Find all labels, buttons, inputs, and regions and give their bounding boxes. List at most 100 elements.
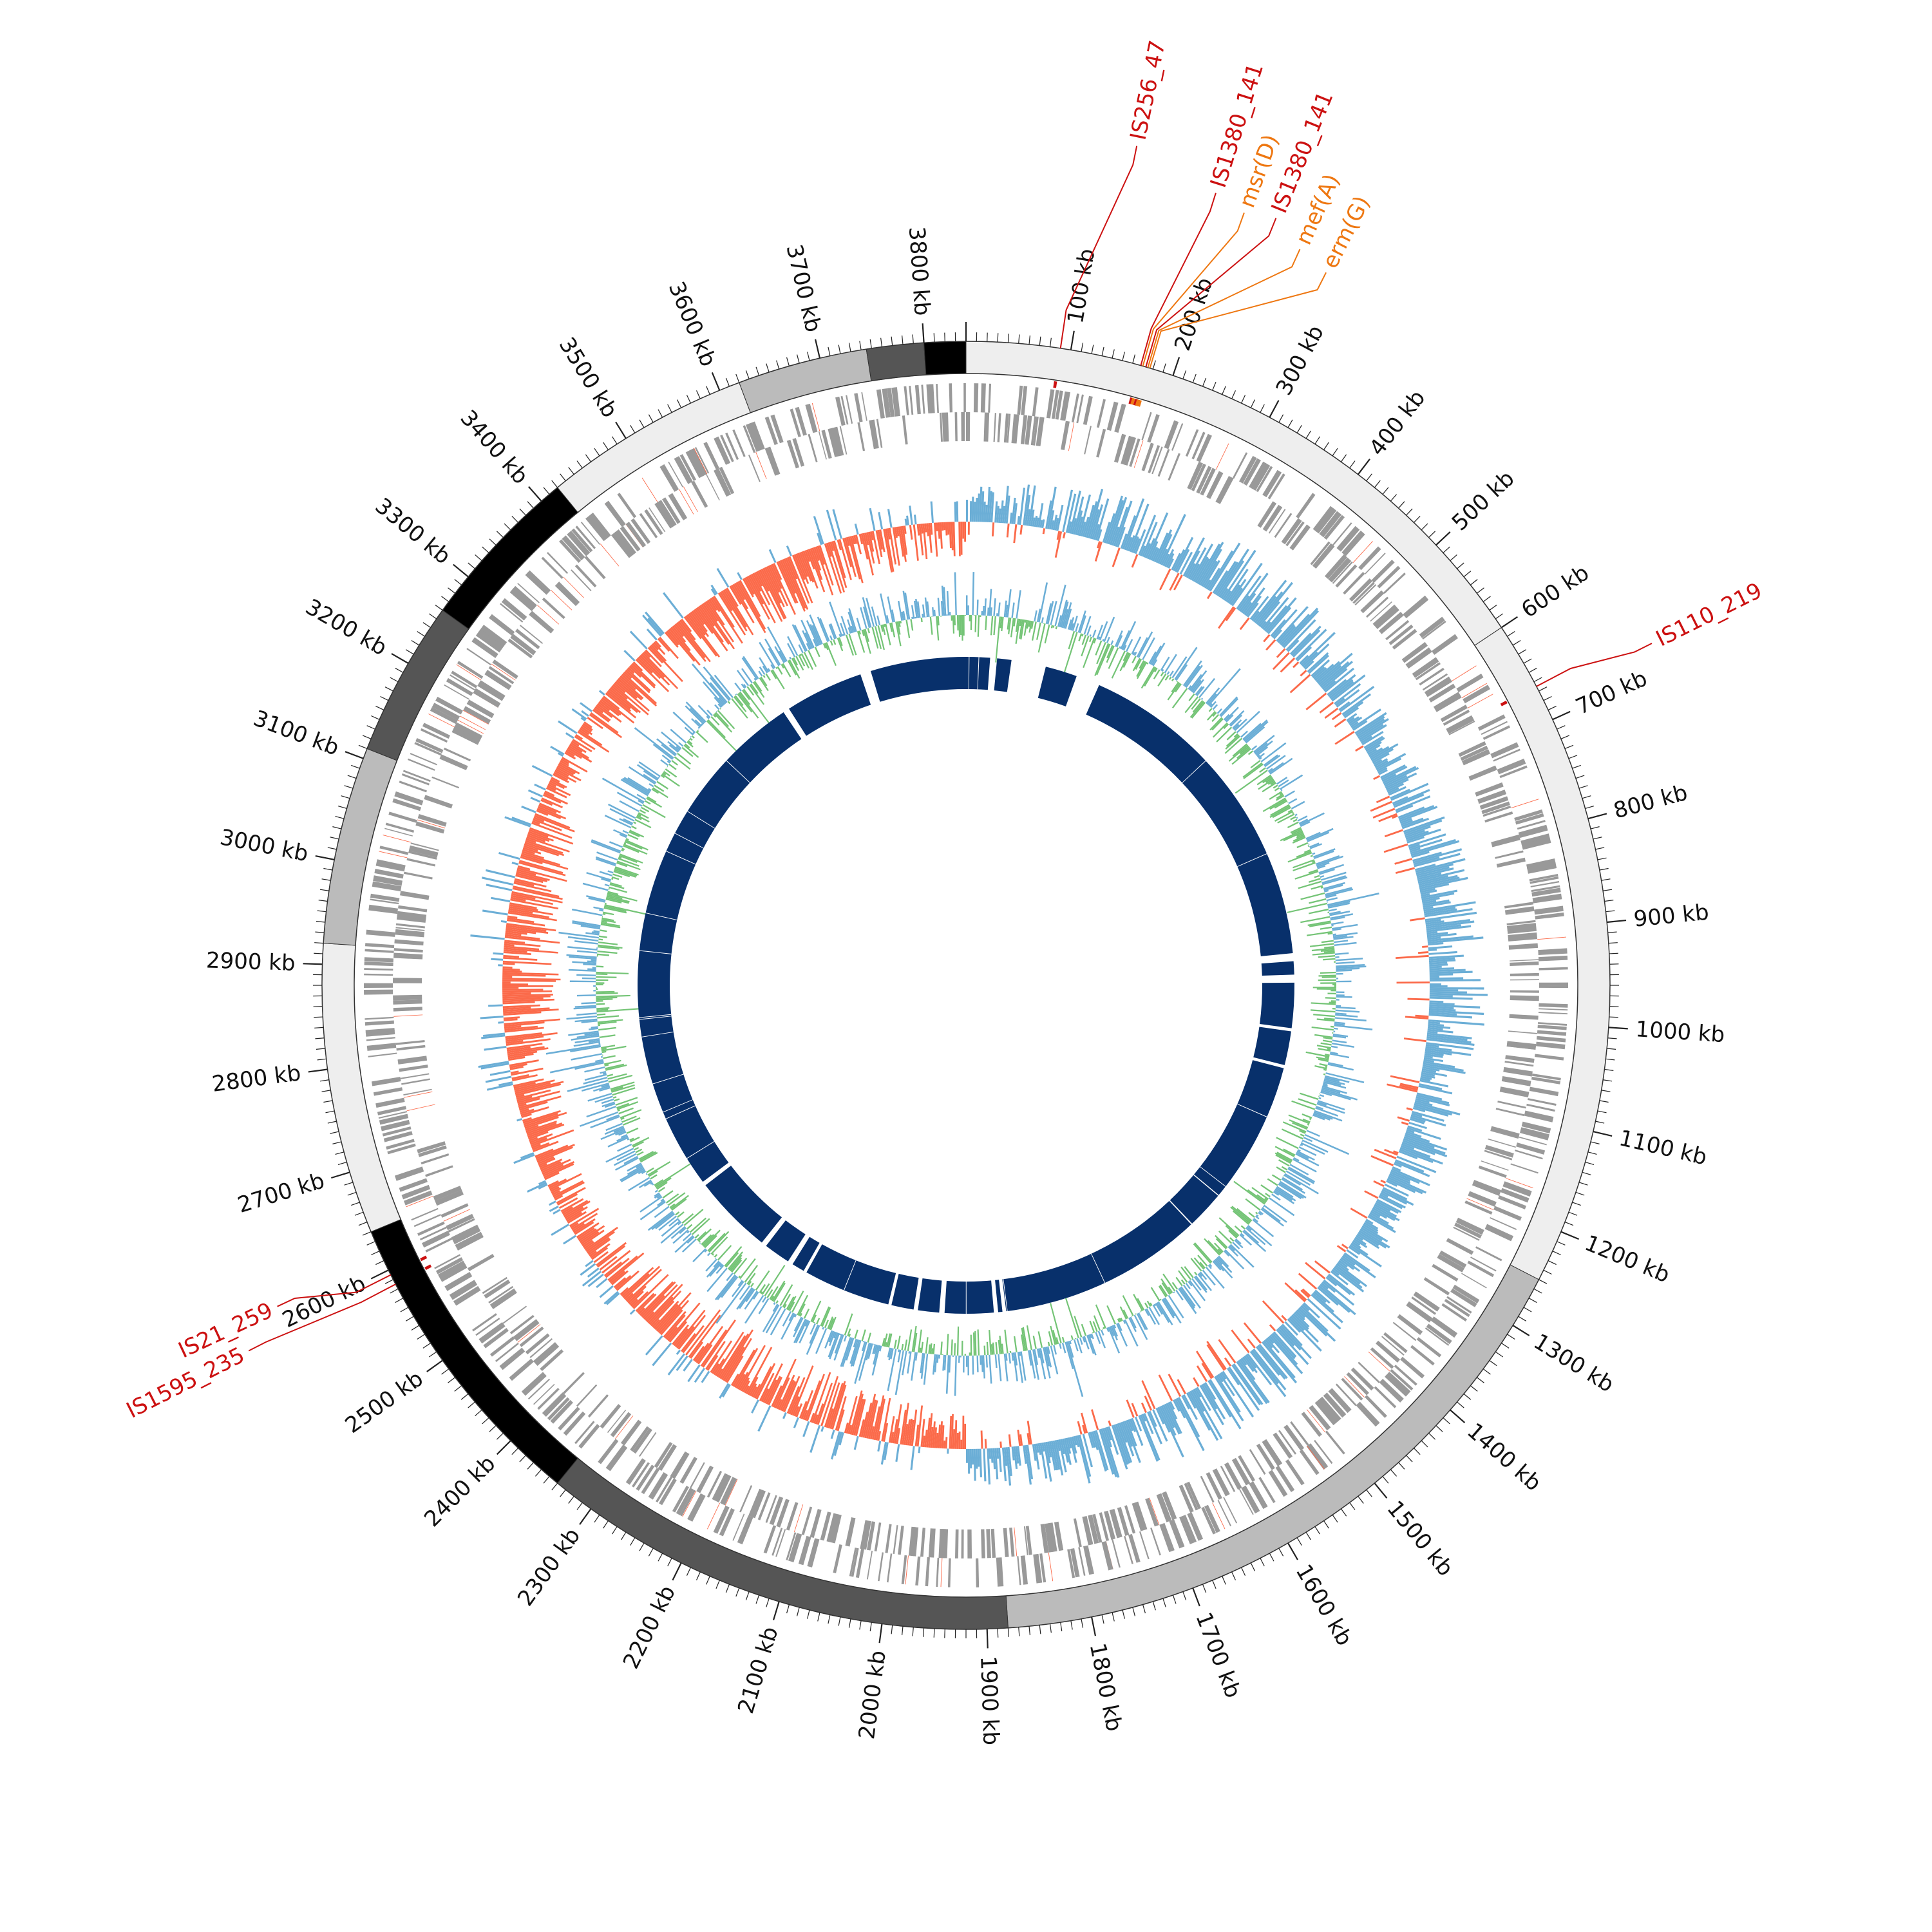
gc-content-bar (1327, 1063, 1354, 1071)
gc-content-bar (1215, 1235, 1228, 1249)
gc-content-bar (1277, 813, 1295, 824)
gc-skew-bar (590, 1243, 611, 1259)
cds-block (1201, 1506, 1217, 1535)
minor-tick (405, 649, 414, 655)
cds-block (1490, 1126, 1520, 1139)
gc-skew-bar (922, 523, 928, 560)
gc-content-bar (1005, 604, 1009, 618)
cds-block (1239, 455, 1257, 484)
gc-skew-bar (533, 818, 562, 831)
gc-skew-bar (969, 1448, 972, 1469)
gc-skew-bar (1188, 547, 1207, 580)
gc-skew-bar (1428, 957, 1455, 961)
gc-skew-bar (515, 873, 548, 882)
gc-content-bar (1207, 710, 1216, 721)
major-tick (1593, 1131, 1613, 1137)
gc-content-bar (1191, 1278, 1202, 1291)
gc-skew-bar (502, 995, 551, 999)
minor-tick (366, 1241, 375, 1245)
cds-block (365, 1020, 394, 1026)
gc-skew-bar (696, 607, 728, 652)
gc-skew-bar (1271, 609, 1298, 638)
gc-skew-bar (532, 820, 540, 825)
gc-skew-bar (1239, 573, 1269, 612)
gc-content-bar (999, 1336, 1003, 1354)
gc-content-bar (929, 1343, 933, 1354)
tick-label: 3300 kb (370, 493, 456, 570)
cds-rna-mark (615, 1416, 634, 1439)
cds-block (866, 1521, 876, 1551)
cds-rna-mark (1133, 440, 1144, 468)
gc-skew-bar (502, 981, 511, 984)
cds-block (644, 509, 663, 535)
gc-skew-bar (632, 1274, 669, 1309)
major-tick (391, 653, 409, 664)
gc-skew-bar (830, 1429, 835, 1439)
gc-skew-bar (529, 1133, 553, 1144)
gc-content-bar (1096, 643, 1111, 676)
cds-block (1514, 809, 1543, 821)
gc-skew-bar (527, 1123, 565, 1139)
gc-skew-bar (538, 1183, 548, 1189)
gc-content-bar (940, 601, 943, 616)
gc-content-bar (1175, 664, 1188, 681)
gc-content-bar (1119, 652, 1130, 672)
gc-skew-bar (603, 1291, 619, 1305)
cds-block (589, 513, 611, 538)
cds-block (364, 957, 393, 963)
cds-block (519, 625, 544, 644)
tick-label: 1500 kb (1382, 1496, 1459, 1582)
gc-content-bar (1182, 1284, 1201, 1309)
gc-skew-bar (1270, 1334, 1298, 1365)
gc-skew-bar (625, 1293, 634, 1302)
minor-tick (335, 815, 345, 819)
gc-content-bar (829, 601, 843, 637)
gc-content-bar (672, 712, 696, 734)
gc-content-bar (1265, 777, 1273, 783)
minor-tick (1593, 837, 1602, 840)
gc-skew-bar (1069, 490, 1081, 534)
cds-block (1410, 1345, 1435, 1366)
gc-content-bar (1258, 1211, 1264, 1215)
minor-tick (1406, 508, 1413, 516)
gc-content-bar (1097, 1331, 1106, 1349)
gc-skew-bar (966, 499, 969, 522)
gc-content-bar (689, 1217, 706, 1233)
gc-skew-bar (1148, 541, 1159, 560)
gc-content-bar (647, 1211, 674, 1231)
blast-separator (639, 1016, 672, 1020)
cds-block (1518, 824, 1548, 838)
cds-block (1360, 590, 1385, 614)
minor-tick (1590, 826, 1600, 829)
cds-block (562, 1372, 585, 1394)
gc-skew-bar (1410, 917, 1425, 922)
gc-skew-bar (502, 978, 561, 981)
gc-content-bar (1298, 1098, 1317, 1106)
gc-content-bar (1236, 710, 1260, 734)
gc-skew-bar (509, 1063, 527, 1068)
minor-tick (482, 1417, 489, 1425)
gc-skew-bar (643, 650, 651, 658)
minor-tick (1122, 1609, 1125, 1619)
cds-block (807, 1538, 820, 1567)
gc-skew-bar (817, 1383, 833, 1425)
cds-block (1432, 1264, 1459, 1282)
gc-skew-bar (1409, 1118, 1425, 1124)
gc-skew-bar (1358, 1231, 1379, 1247)
gc-skew-bar (1427, 936, 1484, 944)
minor-tick (1587, 1151, 1597, 1155)
gc-skew-bar (761, 568, 787, 619)
gc-skew-bar (983, 501, 986, 522)
major-tick (1512, 1325, 1530, 1336)
cds-block (439, 1264, 468, 1282)
gc-content-bar (1274, 1188, 1293, 1201)
cds-block (1496, 857, 1526, 868)
cds-block (373, 1087, 403, 1096)
gc-content-bar (614, 867, 638, 877)
minor-tick (859, 1620, 862, 1630)
gc-skew-bar (484, 1045, 507, 1051)
cds-block (364, 968, 393, 971)
gc-content-bar (1269, 1197, 1295, 1217)
gc-content-bar (1253, 1218, 1258, 1223)
gc-content-bar (1324, 1076, 1340, 1083)
